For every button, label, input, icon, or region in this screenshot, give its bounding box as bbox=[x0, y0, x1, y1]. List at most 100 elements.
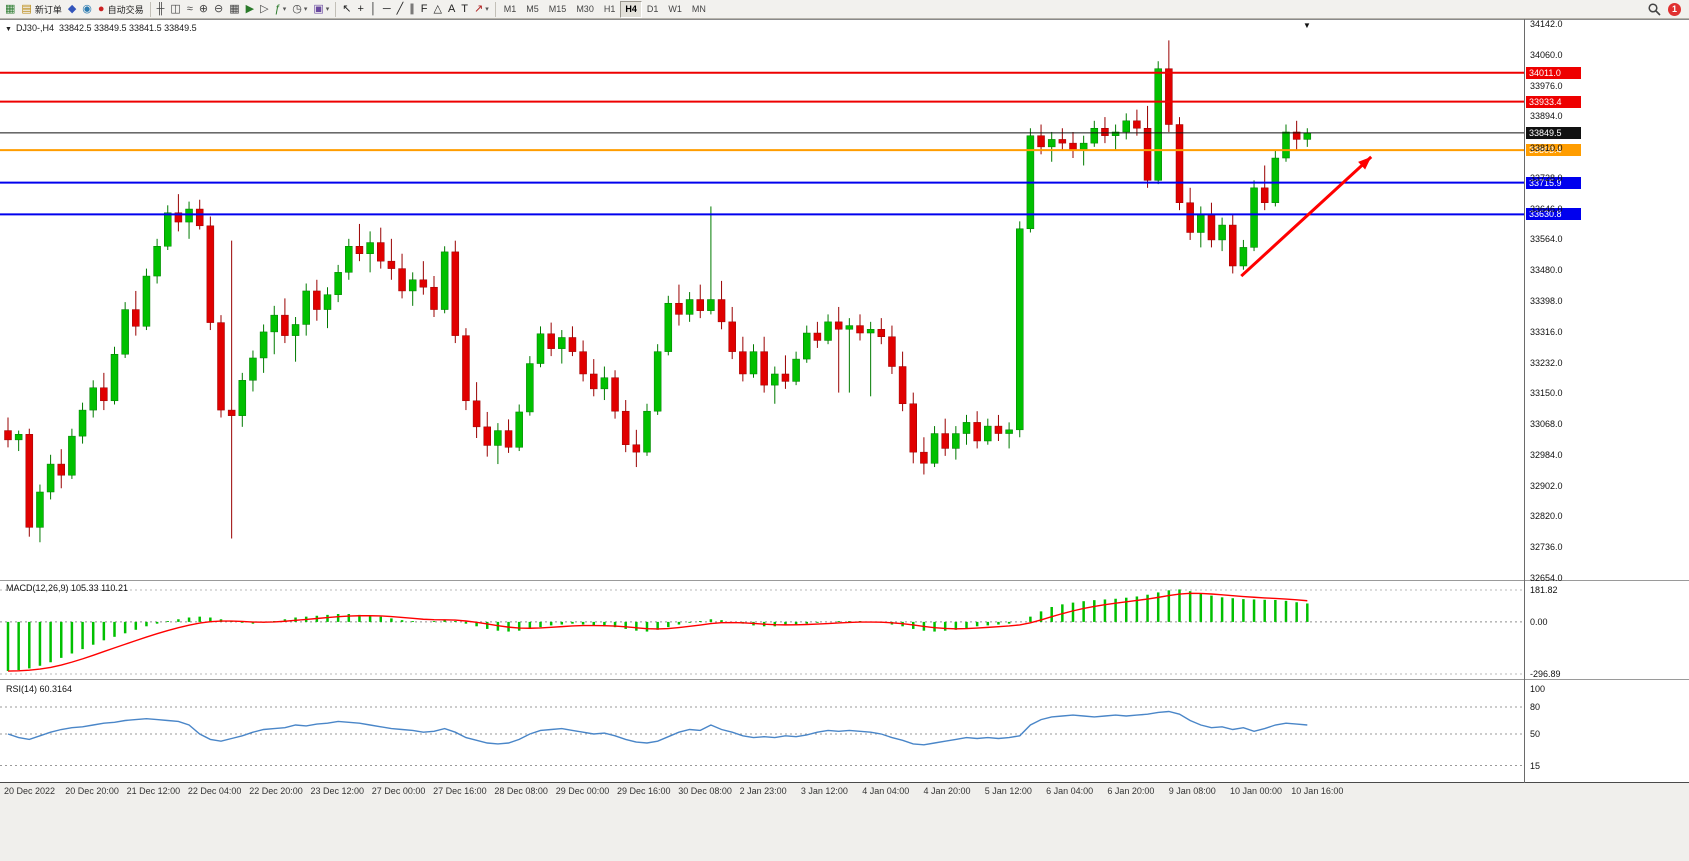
time-label: 6 Jan 04:00 bbox=[1046, 786, 1094, 796]
vertical-line-tool-button[interactable]: │ bbox=[367, 1, 380, 18]
indicators-button[interactable]: ƒ ▾ bbox=[272, 1, 290, 18]
new-chart-button[interactable]: ▦ bbox=[2, 1, 18, 18]
time-axis[interactable]: 20 Dec 2022 20 Dec 20:00 21 Dec 12:00 22 De… bbox=[0, 783, 1689, 861]
time-label: 10 Jan 00:00 bbox=[1230, 786, 1283, 796]
candle-body bbox=[238, 380, 247, 416]
bar-chart-mode-button[interactable]: ╫ bbox=[154, 1, 168, 18]
chart-shift-button[interactable]: ▷ bbox=[257, 1, 271, 18]
candle-body bbox=[281, 314, 289, 336]
candle-body bbox=[792, 358, 800, 382]
candle-body bbox=[270, 314, 278, 333]
metaeditor-button[interactable]: ◆ bbox=[65, 1, 79, 18]
autotrading-button[interactable]: ● 自动交易 bbox=[95, 1, 147, 18]
timeframe-m1[interactable]: M1 bbox=[503, 3, 517, 14]
templates-icon: ▣ bbox=[313, 2, 324, 15]
candle-body bbox=[1175, 124, 1184, 203]
candle-body bbox=[398, 268, 406, 292]
time-label: 4 Jan 04:00 bbox=[862, 786, 910, 796]
candle-body bbox=[526, 363, 534, 413]
textlabel-icon: T bbox=[461, 2, 469, 15]
candle-body bbox=[259, 331, 268, 359]
candle-body bbox=[696, 299, 704, 311]
candle-body bbox=[930, 433, 939, 464]
candle-body bbox=[888, 336, 896, 367]
panel-separator-macd[interactable] bbox=[0, 580, 1689, 581]
arrowhead bbox=[1358, 156, 1372, 170]
candle-body bbox=[1239, 247, 1248, 267]
crosshair-tool-button[interactable]: + bbox=[355, 1, 367, 18]
candle-body bbox=[1229, 224, 1237, 267]
fibonacci-tool-button[interactable]: F bbox=[418, 1, 431, 18]
chart-plus-icon: ▦ bbox=[5, 2, 16, 15]
chart-window[interactable] bbox=[0, 19, 1689, 783]
candle-body bbox=[866, 329, 875, 334]
time-label: 20 Dec 20:00 bbox=[65, 786, 119, 796]
text-tool-button[interactable]: A bbox=[445, 1, 458, 18]
candle-body bbox=[909, 403, 917, 453]
new-order-button[interactable]: ▤ 新订单 bbox=[18, 1, 64, 18]
price-axis[interactable] bbox=[1525, 19, 1689, 783]
search-icon[interactable] bbox=[1647, 2, 1661, 16]
candle-body bbox=[1303, 132, 1312, 140]
panel-separator-rsi[interactable] bbox=[0, 679, 1689, 680]
candle-body bbox=[302, 290, 310, 325]
chevron-down-icon: ▾ bbox=[303, 6, 308, 13]
arrows-tool-button[interactable]: ↗ ▾ bbox=[471, 1, 492, 18]
tiles-icon: ▦ bbox=[229, 2, 240, 15]
candle-body bbox=[345, 246, 353, 273]
auto-scroll-button[interactable]: ▶ bbox=[243, 1, 257, 18]
candle-body bbox=[164, 212, 172, 247]
timeframe-m5[interactable]: M5 bbox=[526, 3, 539, 14]
chart-bottom-border bbox=[0, 782, 1689, 783]
label-tool-button[interactable]: T bbox=[458, 1, 471, 18]
timeframe-m30[interactable]: M30 bbox=[576, 3, 594, 14]
candle-body bbox=[249, 357, 257, 381]
candle-body bbox=[685, 299, 694, 315]
candle-body bbox=[334, 272, 342, 295]
shift-icon: ▷ bbox=[260, 2, 269, 15]
horizontal-line-tool-button[interactable]: ─ bbox=[380, 1, 394, 18]
time-label: 9 Jan 08:00 bbox=[1168, 786, 1216, 796]
trend-icon: ╱ bbox=[396, 2, 404, 15]
line-chart-mode-button[interactable]: ≈ bbox=[184, 1, 196, 18]
market-watch-button[interactable]: ◉ bbox=[79, 1, 95, 18]
timeframe-mn[interactable]: MN bbox=[691, 3, 706, 14]
trendline-tool-button[interactable]: ╱ bbox=[394, 1, 407, 18]
periods-list-button[interactable]: ◷ ▾ bbox=[289, 1, 310, 18]
autoscroll-icon: ▶ bbox=[245, 2, 255, 15]
timeframe-h4[interactable]: H4 bbox=[620, 0, 642, 18]
zoom-in-button[interactable]: ⊕ bbox=[196, 1, 211, 18]
timeframe-m15[interactable]: M15 bbox=[548, 3, 567, 14]
timeframe-d1[interactable]: D1 bbox=[646, 3, 659, 14]
candle-body bbox=[1101, 127, 1109, 136]
candle-body bbox=[1058, 139, 1067, 144]
candle-body bbox=[387, 260, 396, 269]
cursor-tool-button[interactable]: ↖ bbox=[339, 1, 354, 18]
zoom-out-button[interactable]: ⊖ bbox=[211, 1, 226, 18]
shapes-tool-button[interactable]: △ bbox=[430, 1, 444, 18]
candle-body bbox=[643, 410, 651, 453]
timeframe-w1[interactable]: W1 bbox=[668, 3, 682, 14]
candle-body bbox=[89, 387, 97, 411]
autotrade-dot-icon: ● bbox=[97, 2, 105, 15]
candle-body bbox=[1271, 157, 1280, 203]
candle-body bbox=[408, 279, 417, 292]
candlestick-mode-button[interactable]: ◫ bbox=[167, 1, 183, 18]
chevron-down-icon: ▾ bbox=[485, 6, 489, 13]
templates-button[interactable]: ▣ ▾ bbox=[310, 1, 332, 18]
trend-arrow-annotation[interactable] bbox=[1240, 155, 1373, 278]
zoom-out-icon: ⊖ bbox=[214, 2, 224, 15]
candle-body bbox=[110, 353, 119, 402]
candle-body bbox=[1047, 139, 1056, 148]
rsi-line bbox=[7, 710, 1308, 746]
channel-tool-button[interactable]: ∥ bbox=[406, 1, 418, 18]
timeframe-h1[interactable]: H1 bbox=[603, 3, 616, 14]
fibo-icon: F bbox=[420, 2, 428, 15]
macd-signal-line bbox=[7, 592, 1308, 672]
candle-body bbox=[68, 435, 76, 476]
notification-badge[interactable]: 1 bbox=[1668, 2, 1681, 16]
time-label: 21 Dec 12:00 bbox=[126, 786, 181, 796]
candle-body bbox=[206, 225, 215, 323]
tile-windows-button[interactable]: ▦ bbox=[226, 1, 242, 18]
